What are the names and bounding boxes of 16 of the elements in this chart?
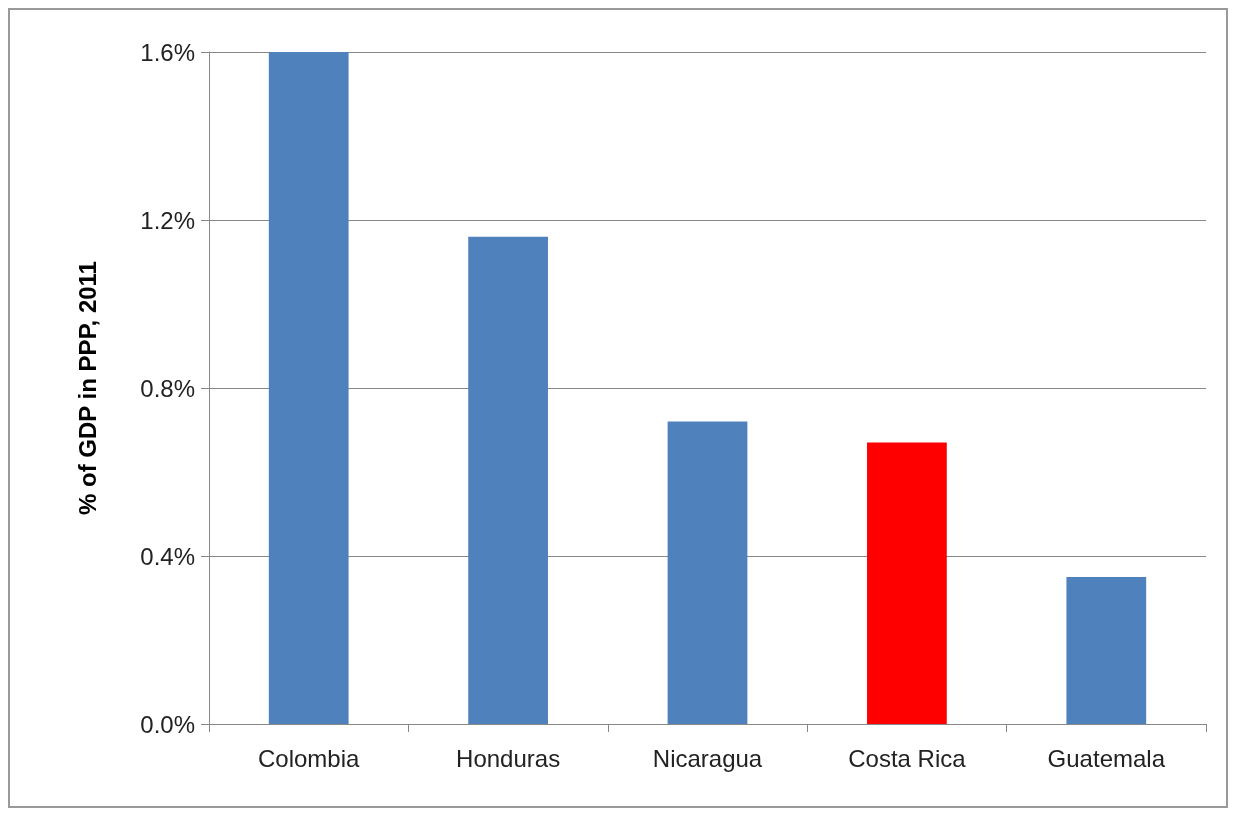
y-tick-label: 0.0% (140, 710, 195, 738)
bar (867, 442, 947, 724)
bar (468, 236, 548, 724)
y-tick-label: 1.6% (140, 38, 195, 66)
bar (268, 52, 349, 724)
x-tick-label: Honduras (456, 744, 561, 772)
y-tick-label: 0.8% (140, 374, 195, 402)
x-tick-label: Colombia (258, 744, 361, 772)
bar (1066, 577, 1147, 724)
bar (667, 421, 748, 724)
x-tick-label: Guatemala (1047, 744, 1166, 772)
x-tick-label: Costa Rica (848, 744, 967, 772)
y-tick-label: 0.4% (140, 542, 195, 570)
y-tick-label: 1.2% (140, 206, 195, 234)
y-axis-title: % of GDP in PPP, 2011 (73, 261, 101, 515)
x-tick-label: Nicaragua (652, 744, 763, 772)
